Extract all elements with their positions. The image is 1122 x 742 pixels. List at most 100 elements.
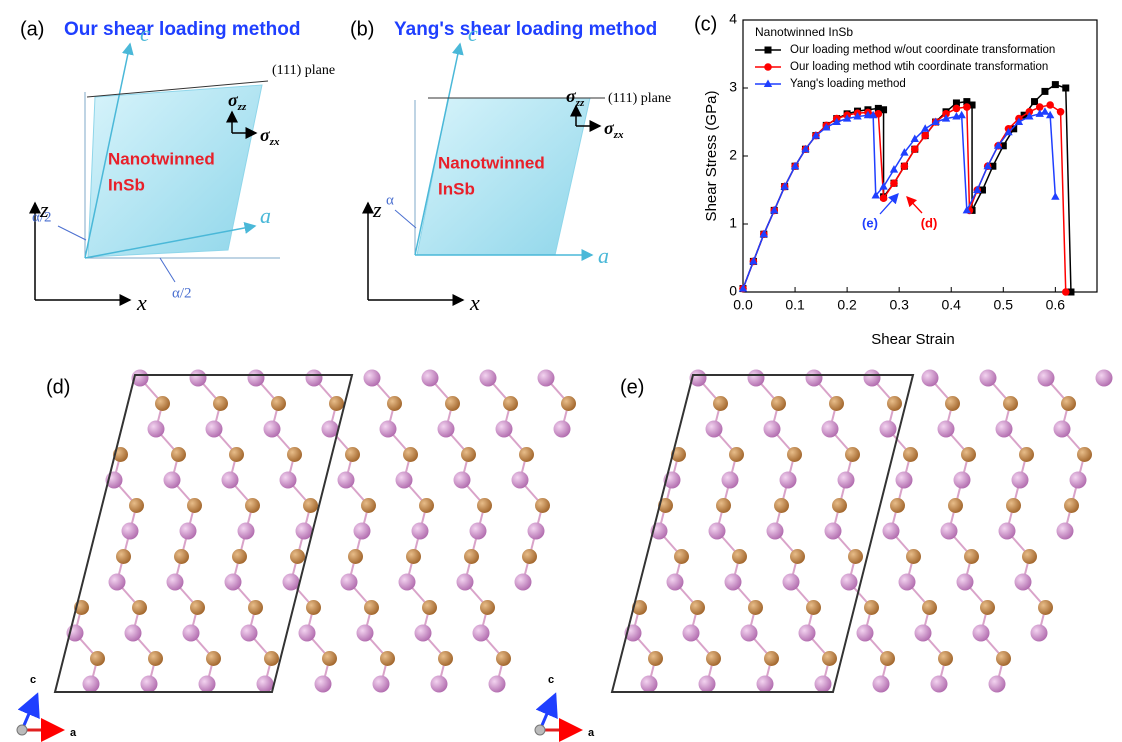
atom	[1057, 523, 1074, 540]
atom	[690, 600, 705, 615]
atom	[187, 498, 202, 513]
atom	[148, 421, 165, 438]
atom	[431, 676, 448, 693]
x-tick-label: 0.2	[837, 297, 857, 313]
atom	[890, 498, 905, 513]
origin	[535, 725, 545, 735]
legend-label: Our loading method w/out coordinate tran…	[790, 44, 1055, 56]
atom	[141, 676, 158, 693]
stress-label: σzz	[566, 86, 585, 108]
atom	[373, 676, 390, 693]
atom	[887, 396, 902, 411]
atom	[419, 498, 434, 513]
atom	[1064, 498, 1079, 513]
atom	[287, 447, 302, 462]
atom	[480, 370, 497, 387]
atom	[1022, 549, 1037, 564]
atom	[229, 447, 244, 462]
atom	[464, 549, 479, 564]
atom	[641, 676, 658, 693]
atom	[880, 421, 897, 438]
angle-label: α	[386, 192, 394, 208]
atom	[561, 396, 576, 411]
data-point	[1041, 88, 1048, 95]
atom	[973, 625, 990, 642]
figure: (a) Our shear loading method c a (111) p…	[0, 0, 1122, 742]
atom	[825, 523, 842, 540]
data-point	[921, 132, 929, 140]
y-tick-label: 0	[729, 283, 737, 299]
atom	[454, 472, 471, 489]
atom	[748, 370, 765, 387]
atom	[387, 396, 402, 411]
atom	[938, 421, 955, 438]
atom	[403, 447, 418, 462]
atom	[729, 447, 744, 462]
atom	[283, 574, 300, 591]
y-axis-label: Shear Stress (GPa)	[703, 91, 720, 222]
atom	[1031, 625, 1048, 642]
atom	[706, 651, 721, 666]
atom	[322, 651, 337, 666]
atom	[1096, 370, 1113, 387]
atom	[132, 600, 147, 615]
orientation-d: c a	[17, 674, 77, 739]
atom	[903, 447, 918, 462]
panel-title: Yang's shear loading method	[394, 19, 657, 40]
atom	[838, 472, 855, 489]
atom	[922, 600, 937, 615]
atom	[241, 625, 258, 642]
atom	[225, 574, 242, 591]
atom	[880, 651, 895, 666]
angle-pointer	[395, 210, 416, 228]
atom	[899, 574, 916, 591]
lattice-d	[67, 370, 577, 693]
atom	[741, 625, 758, 642]
atom	[422, 600, 437, 615]
x-tick-label: 0.1	[785, 297, 805, 313]
atom	[477, 498, 492, 513]
atom	[380, 651, 395, 666]
atom	[787, 447, 802, 462]
atom	[699, 676, 716, 693]
atom	[767, 523, 784, 540]
lattice-e	[625, 370, 1113, 693]
atom	[1070, 472, 1087, 489]
atom	[109, 574, 126, 591]
data-point	[911, 145, 919, 153]
atom	[489, 676, 506, 693]
angle-label: α/2	[172, 285, 192, 301]
atom	[954, 472, 971, 489]
axis-label: a	[70, 727, 77, 739]
atom	[406, 549, 421, 564]
atom	[306, 600, 321, 615]
atom	[764, 421, 781, 438]
atom	[473, 625, 490, 642]
atom	[1061, 396, 1076, 411]
atom	[83, 676, 100, 693]
data-point	[1057, 108, 1065, 116]
axis-label: x	[469, 290, 480, 315]
axis-label: z	[39, 197, 49, 222]
material-label: InSb	[108, 175, 145, 194]
atom	[415, 625, 432, 642]
annotation: (d)	[921, 215, 938, 230]
atom	[213, 396, 228, 411]
atom	[129, 498, 144, 513]
atom	[232, 549, 247, 564]
atom	[945, 396, 960, 411]
atom	[938, 651, 953, 666]
atom	[299, 625, 316, 642]
data-point	[957, 111, 965, 119]
axis-label: a	[598, 243, 609, 268]
data-point	[764, 63, 772, 71]
atom	[116, 549, 131, 564]
atom	[957, 574, 974, 591]
x-tick-label: 0.0	[733, 297, 753, 313]
plane-label: (111) plane	[608, 91, 671, 106]
data-point	[880, 194, 888, 202]
atom	[190, 370, 207, 387]
axis-label: c	[548, 674, 554, 686]
stress-label: σzx	[260, 125, 280, 147]
atom	[961, 447, 976, 462]
